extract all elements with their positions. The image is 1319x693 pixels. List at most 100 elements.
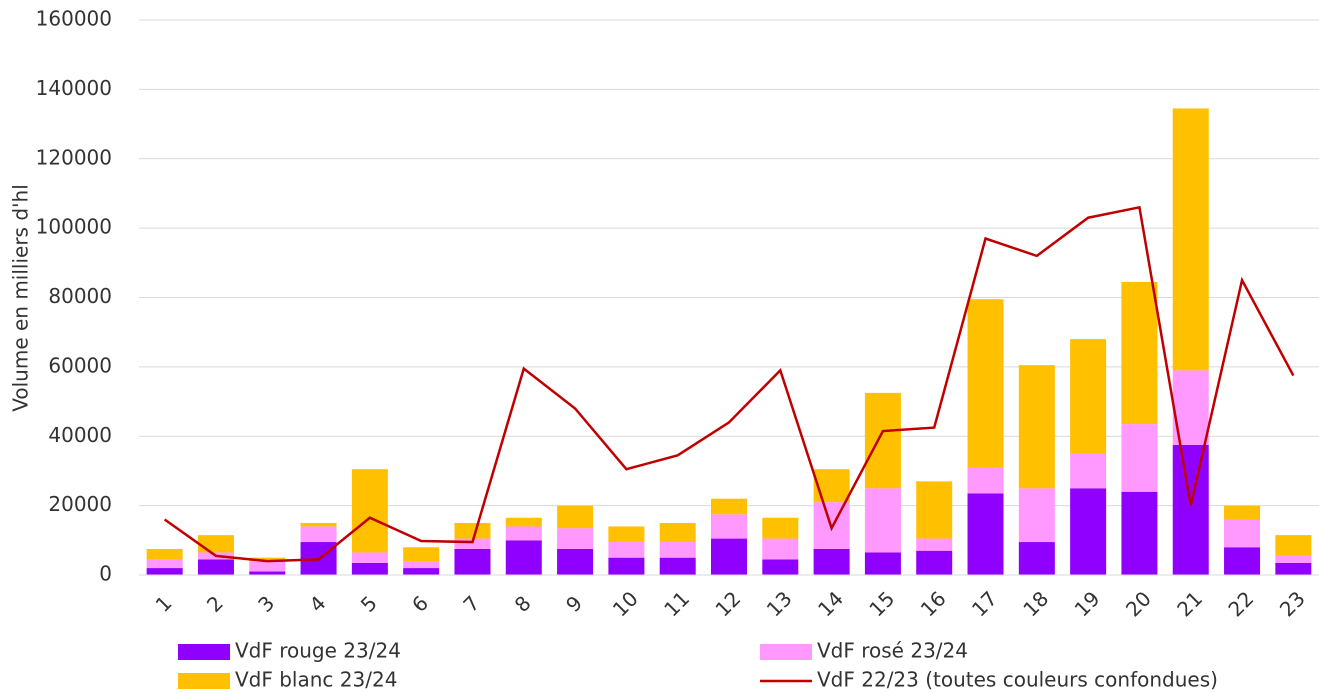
bar-segment	[505, 540, 542, 575]
bar-segment	[1121, 281, 1158, 425]
x-tick-label: 1	[151, 591, 177, 617]
bar-segment	[403, 561, 440, 569]
bar-segment	[916, 481, 953, 539]
y-axis-label: Volume en milliers d'hl	[9, 184, 33, 412]
x-tick-label: 21	[1172, 586, 1207, 621]
bar-segment	[608, 526, 645, 543]
bar-segment	[146, 568, 183, 575]
x-tick-label: 6	[407, 591, 433, 617]
bar-segment	[864, 488, 901, 553]
y-tick-label: 100000	[36, 215, 112, 239]
x-tick-label: 18	[1018, 586, 1053, 621]
x-tick-label: 12	[710, 586, 745, 621]
bar-segment	[1121, 491, 1158, 575]
bar-segment	[916, 538, 953, 551]
x-tick-label: 4	[305, 591, 331, 617]
y-tick-label: 80000	[48, 284, 112, 308]
bar-segment	[454, 548, 491, 575]
x-tick-label: 15	[864, 586, 899, 621]
bar-segment	[659, 542, 696, 558]
bar-segment	[813, 548, 850, 575]
bar-segment	[249, 557, 286, 562]
bar-segment	[505, 517, 542, 527]
bar-segment	[1018, 488, 1055, 543]
bar-segment	[864, 552, 901, 575]
x-tick-label: 22	[1223, 586, 1258, 621]
bar-segment	[197, 535, 234, 553]
bar-segment	[711, 538, 747, 575]
bar-segment	[967, 299, 1004, 468]
x-tick-label: 5	[356, 591, 382, 617]
bar-segment	[249, 561, 286, 572]
x-tick-label: 3	[253, 591, 279, 617]
bar-segment	[146, 559, 183, 569]
bar-segment	[608, 542, 645, 558]
bar-segment	[403, 568, 440, 575]
bar-segment	[762, 517, 799, 539]
bar-segment	[1172, 444, 1209, 575]
bar-segment	[454, 538, 491, 549]
y-tick-label: 140000	[36, 76, 112, 100]
bar-segment	[1224, 505, 1261, 520]
x-tick-label: 11	[659, 586, 694, 621]
bar-segment	[1121, 424, 1158, 492]
bar-segment	[505, 526, 542, 541]
legend-swatch	[178, 673, 230, 689]
legend-swatch	[760, 644, 812, 660]
bar-segment	[1018, 365, 1055, 489]
legend-label: VdF rosé 23/24	[817, 639, 968, 663]
x-tick-label: 9	[561, 591, 587, 617]
bar-segment	[454, 522, 491, 539]
bar-segment	[1070, 453, 1107, 489]
y-tick-label: 20000	[48, 492, 112, 516]
bar-segment	[1224, 519, 1261, 548]
bar-segment	[762, 559, 799, 575]
line-series	[163, 205, 1295, 563]
bar-segment	[300, 526, 337, 543]
x-tick-label: 8	[510, 591, 536, 617]
bar-segment	[916, 550, 953, 575]
bar-segment	[1275, 535, 1312, 556]
bar-segment	[1172, 108, 1209, 371]
x-tick-label: 23	[1275, 586, 1310, 621]
bar-segment	[659, 522, 696, 543]
bar-segment	[967, 467, 1004, 494]
bar-segment	[197, 559, 234, 575]
bar-segment	[557, 528, 594, 549]
bar-segment	[557, 548, 594, 575]
bar-segment	[967, 493, 1004, 575]
x-tick-label: 13	[762, 586, 797, 621]
bar-segment	[659, 557, 696, 575]
legend-label: VdF blanc 23/24	[235, 668, 397, 692]
bar-segment	[1070, 488, 1107, 575]
bar-segment	[351, 469, 388, 553]
x-tick-label: 2	[202, 591, 228, 617]
x-tick-label: 17	[967, 586, 1002, 621]
bar-segment	[351, 562, 388, 575]
y-tick-label: 40000	[48, 423, 112, 447]
bar-segment	[146, 548, 183, 560]
bar-segment	[813, 469, 850, 503]
bar-segment	[1275, 555, 1312, 563]
bar-segment	[1224, 547, 1261, 575]
x-tick-label: 14	[813, 586, 848, 621]
x-tick-label: 16	[916, 586, 951, 621]
bar-segment	[403, 547, 440, 562]
x-tick-label: 10	[608, 586, 643, 621]
bar-segment	[608, 557, 645, 575]
bar-segment	[1018, 542, 1055, 575]
bar-segment	[1275, 562, 1312, 575]
bar-segment	[1070, 339, 1107, 454]
bar-segment	[300, 522, 337, 527]
y-tick-label: 60000	[48, 353, 112, 377]
legend-label: VdF rouge 23/24	[235, 639, 401, 663]
bar-segment	[557, 505, 594, 529]
y-tick-label: 120000	[36, 145, 112, 169]
y-tick-label: 160000	[36, 7, 112, 31]
bar-segment	[351, 552, 388, 563]
bar-segment	[711, 514, 747, 539]
x-tick-label: 7	[458, 591, 484, 617]
y-tick-label: 0	[99, 562, 112, 586]
x-tick-label: 20	[1121, 586, 1156, 621]
